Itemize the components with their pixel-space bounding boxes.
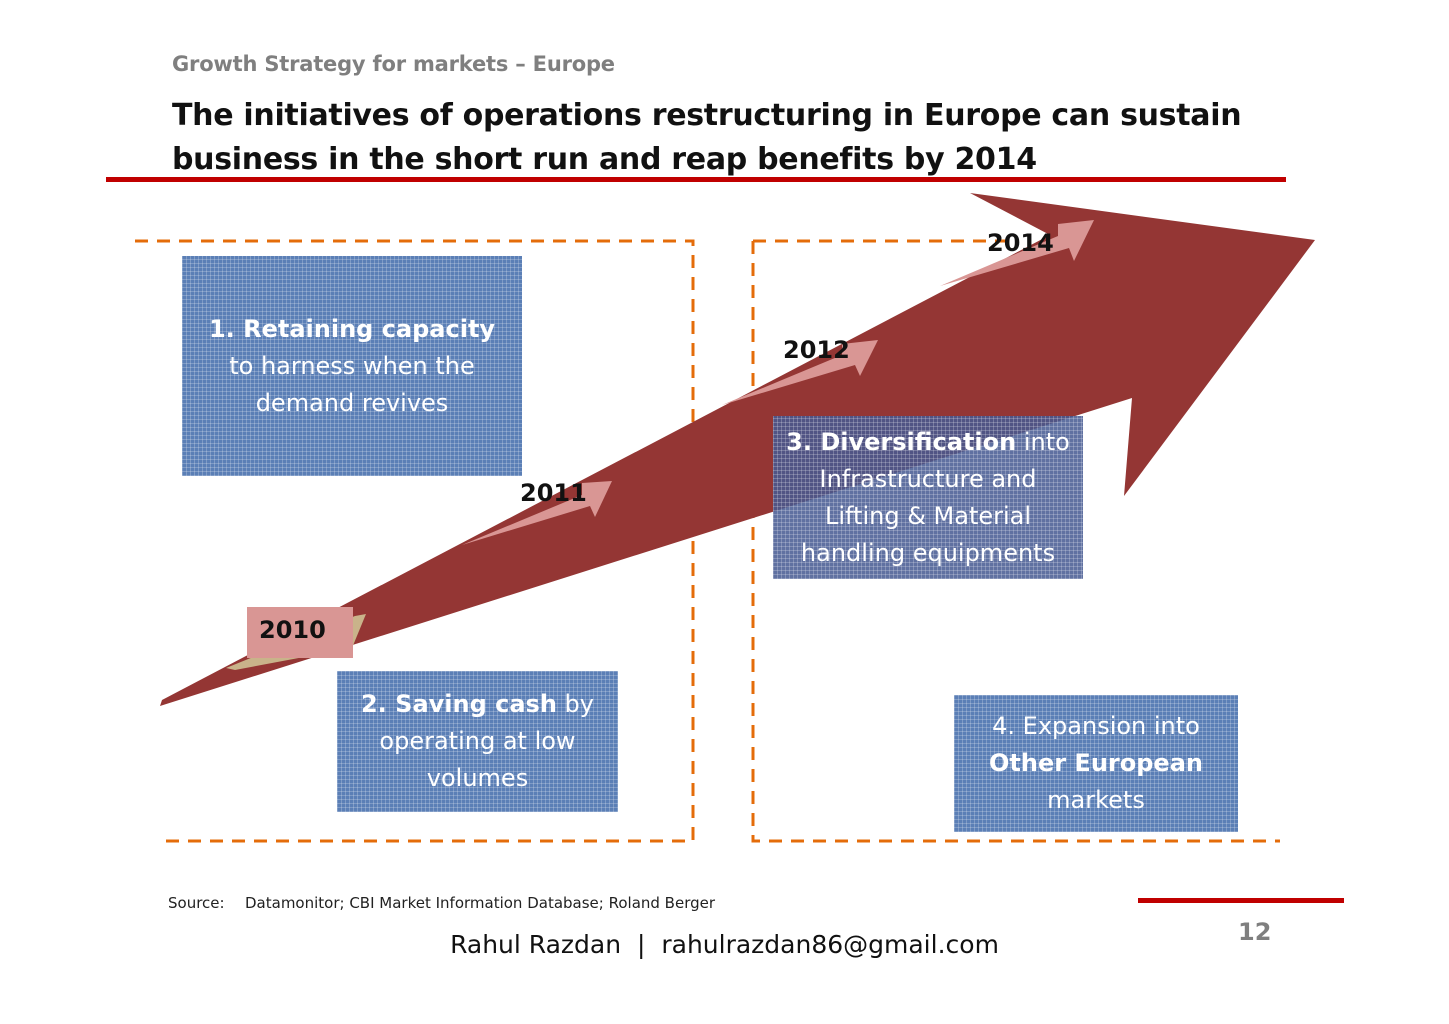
slide-title: The initiatives of operations restructur… (172, 98, 1242, 177)
initiative-3-bold: 3. Diversification (786, 427, 1017, 456)
initiative-2-bold: 2. Saving cash (360, 690, 557, 718)
footer-separator: | (637, 930, 646, 959)
initiative-4-text: markets (1047, 786, 1145, 814)
initiative-3-text: into Infrastructure and Lifting & Materi… (800, 427, 1070, 567)
initiative-2-text: by operating at low volumes (379, 690, 594, 792)
initiative-1-text: to harness when the demand revives (229, 351, 475, 417)
step-arrow-2014 (940, 220, 1094, 286)
initiative-1-bold: 1. Retaining capacity (208, 314, 496, 343)
year-2011: 2011 (520, 479, 587, 507)
source-note: Source: Datamonitor; CBI Market Informati… (168, 894, 715, 912)
initiative-diversification: 3. Diversification into Infrastructure a… (773, 416, 1083, 579)
footer-rule (1138, 898, 1344, 903)
author-email: rahulrazdan86@gmail.com (661, 930, 999, 959)
page-number: 12 (1238, 918, 1272, 946)
initiative-retaining-capacity: 1. Retaining capacity to harness when th… (182, 256, 522, 476)
phase-box-left (135, 239, 695, 843)
growth-arrow (160, 193, 1315, 706)
year-2010: 2010 (259, 616, 326, 644)
year-2014: 2014 (987, 229, 1054, 257)
title-underline (106, 177, 1286, 182)
source-text: Datamonitor; CBI Market Information Data… (245, 894, 716, 912)
year-2010-label-box (247, 607, 353, 658)
initiative-saving-cash: 2. Saving cash by operating at low volum… (337, 671, 618, 812)
initiative-4-bold: Other European (989, 749, 1203, 777)
initiative-expansion: 4. Expansion into Other European markets (954, 695, 1238, 832)
year-2012: 2012 (783, 336, 850, 364)
step-arrow-2012 (722, 340, 878, 405)
author-footer: Rahul Razdan | rahulrazdan86@gmail.com (0, 930, 1449, 959)
initiative-4-pre: 4. Expansion into (992, 712, 1200, 740)
section-subtitle: Growth Strategy for markets – Europe (172, 52, 615, 76)
step-arrow-2011 (462, 481, 612, 545)
source-label: Source: (168, 894, 225, 912)
author-name: Rahul Razdan (450, 930, 622, 959)
